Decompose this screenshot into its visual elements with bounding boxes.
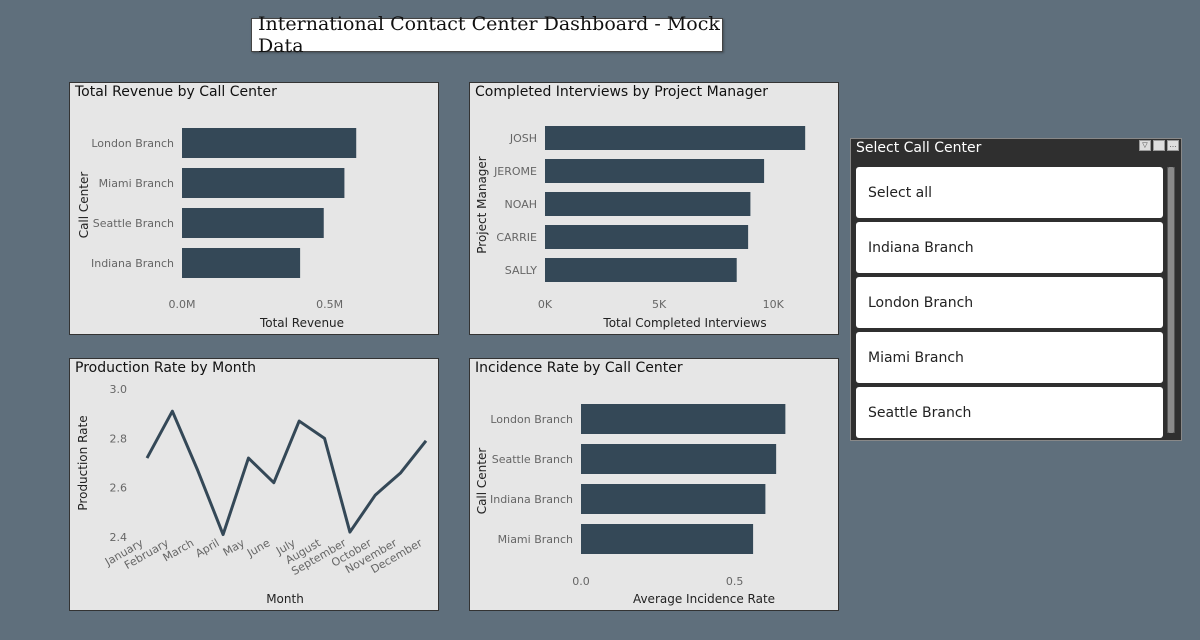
x-tick-label: 5K — [652, 298, 667, 311]
y-tick-label: 2.4 — [110, 531, 128, 544]
incidence-chart-panel[interactable]: Incidence Rate by Call Center London Bra… — [469, 358, 839, 611]
filter-icon[interactable]: ▽ — [1139, 140, 1151, 151]
y-tick-label: 3.0 — [110, 383, 128, 396]
bar-indiana-branch — [182, 248, 301, 278]
x-tick-label: 0.0 — [572, 575, 590, 588]
slicer-item-miami[interactable]: Miami Branch — [856, 332, 1163, 383]
x-axis-label: Month — [266, 592, 304, 606]
category-label: Miami Branch — [498, 533, 573, 546]
bar-seattle-branch — [581, 444, 777, 474]
category-label: Seattle Branch — [492, 453, 573, 466]
y-axis-label: Project Manager — [475, 156, 489, 254]
x-tick-label: 0.5M — [316, 298, 343, 311]
x-axis-label: Total Completed Interviews — [602, 316, 766, 330]
category-label: London Branch — [91, 137, 174, 150]
slicer-scrollbar[interactable] — [1167, 167, 1175, 433]
slicer-title: Select Call Center — [856, 140, 982, 156]
category-label: NOAH — [505, 198, 538, 211]
revenue-chart-panel[interactable]: Total Revenue by Call Center London Bran… — [69, 82, 439, 335]
interviews-chart-panel[interactable]: Completed Interviews by Project Manager … — [469, 82, 839, 335]
category-label: Seattle Branch — [93, 217, 174, 230]
x-tick-label: June — [244, 536, 272, 560]
category-label: JEROME — [493, 165, 537, 178]
category-label: Indiana Branch — [91, 257, 174, 270]
y-axis-label: Call Center — [475, 448, 489, 515]
category-label: SALLY — [505, 264, 538, 277]
production-chart-title: Production Rate by Month — [75, 360, 256, 376]
incidence-chart: London Branch Seattle Branch Indiana Branc… — [475, 404, 786, 606]
category-label: Miami Branch — [99, 177, 174, 190]
y-axis-label: Production Rate — [76, 415, 90, 510]
x-tick-label: May — [221, 536, 248, 559]
bar-miami-branch — [581, 524, 754, 554]
bar-carrie — [545, 225, 749, 249]
category-label: JOSH — [509, 132, 537, 145]
more-options-icon[interactable]: … — [1167, 140, 1179, 151]
production-rate-line — [145, 409, 428, 537]
slicer-item-london[interactable]: London Branch — [856, 277, 1163, 328]
bar-noah — [545, 192, 751, 216]
x-axis-label: Total Revenue — [259, 316, 344, 330]
focus-mode-icon[interactable] — [1153, 140, 1165, 151]
y-axis-label: Call Center — [77, 172, 91, 239]
revenue-chart-title: Total Revenue by Call Center — [75, 84, 277, 100]
interviews-chart: JOSH JEROME NOAH CARRIE SALLY 0K 5K 10K Total Co… — [475, 126, 806, 330]
slicer-scrollbar-thumb[interactable] — [1168, 167, 1174, 433]
bar-london-branch — [182, 128, 357, 158]
slicer-item-seattle[interactable]: Seattle Branch — [856, 387, 1163, 438]
x-tick-label: 0K — [538, 298, 553, 311]
category-label: London Branch — [490, 413, 573, 426]
category-label: CARRIE — [496, 231, 537, 244]
slicer-item-select-all[interactable]: Select all — [856, 167, 1163, 218]
bar-london-branch — [581, 404, 786, 434]
bar-josh — [545, 126, 806, 150]
incidence-chart-title: Incidence Rate by Call Center — [475, 360, 683, 376]
x-tick-label: 10K — [763, 298, 785, 311]
slicer-item-indiana[interactable]: Indiana Branch — [856, 222, 1163, 273]
interviews-chart-title: Completed Interviews by Project Manager — [475, 84, 768, 100]
y-tick-label: 2.8 — [110, 432, 128, 445]
call-center-slicer[interactable]: Select Call Center ▽ … Select all Indian… — [850, 138, 1182, 441]
category-label: Indiana Branch — [490, 493, 573, 506]
bar-miami-branch — [182, 168, 345, 198]
x-tick-label: 0.0M — [169, 298, 196, 311]
y-tick-label: 2.6 — [110, 482, 128, 495]
revenue-chart: London Branch Miami Branch Seattle Branch I… — [77, 128, 357, 330]
bar-jerome — [545, 159, 765, 183]
production-chart-panel[interactable]: Production Rate by Month 2.4 2.6 2.8 3.0 Jan… — [69, 358, 439, 611]
bar-indiana-branch — [581, 484, 766, 514]
x-tick-label: 0.5 — [726, 575, 744, 588]
dashboard-title: International Contact Center Dashboard -… — [251, 13, 723, 57]
x-tick-label: April — [193, 536, 221, 560]
bar-seattle-branch — [182, 208, 324, 238]
bar-sally — [545, 258, 737, 282]
x-axis-label: Average Incidence Rate — [633, 592, 775, 606]
